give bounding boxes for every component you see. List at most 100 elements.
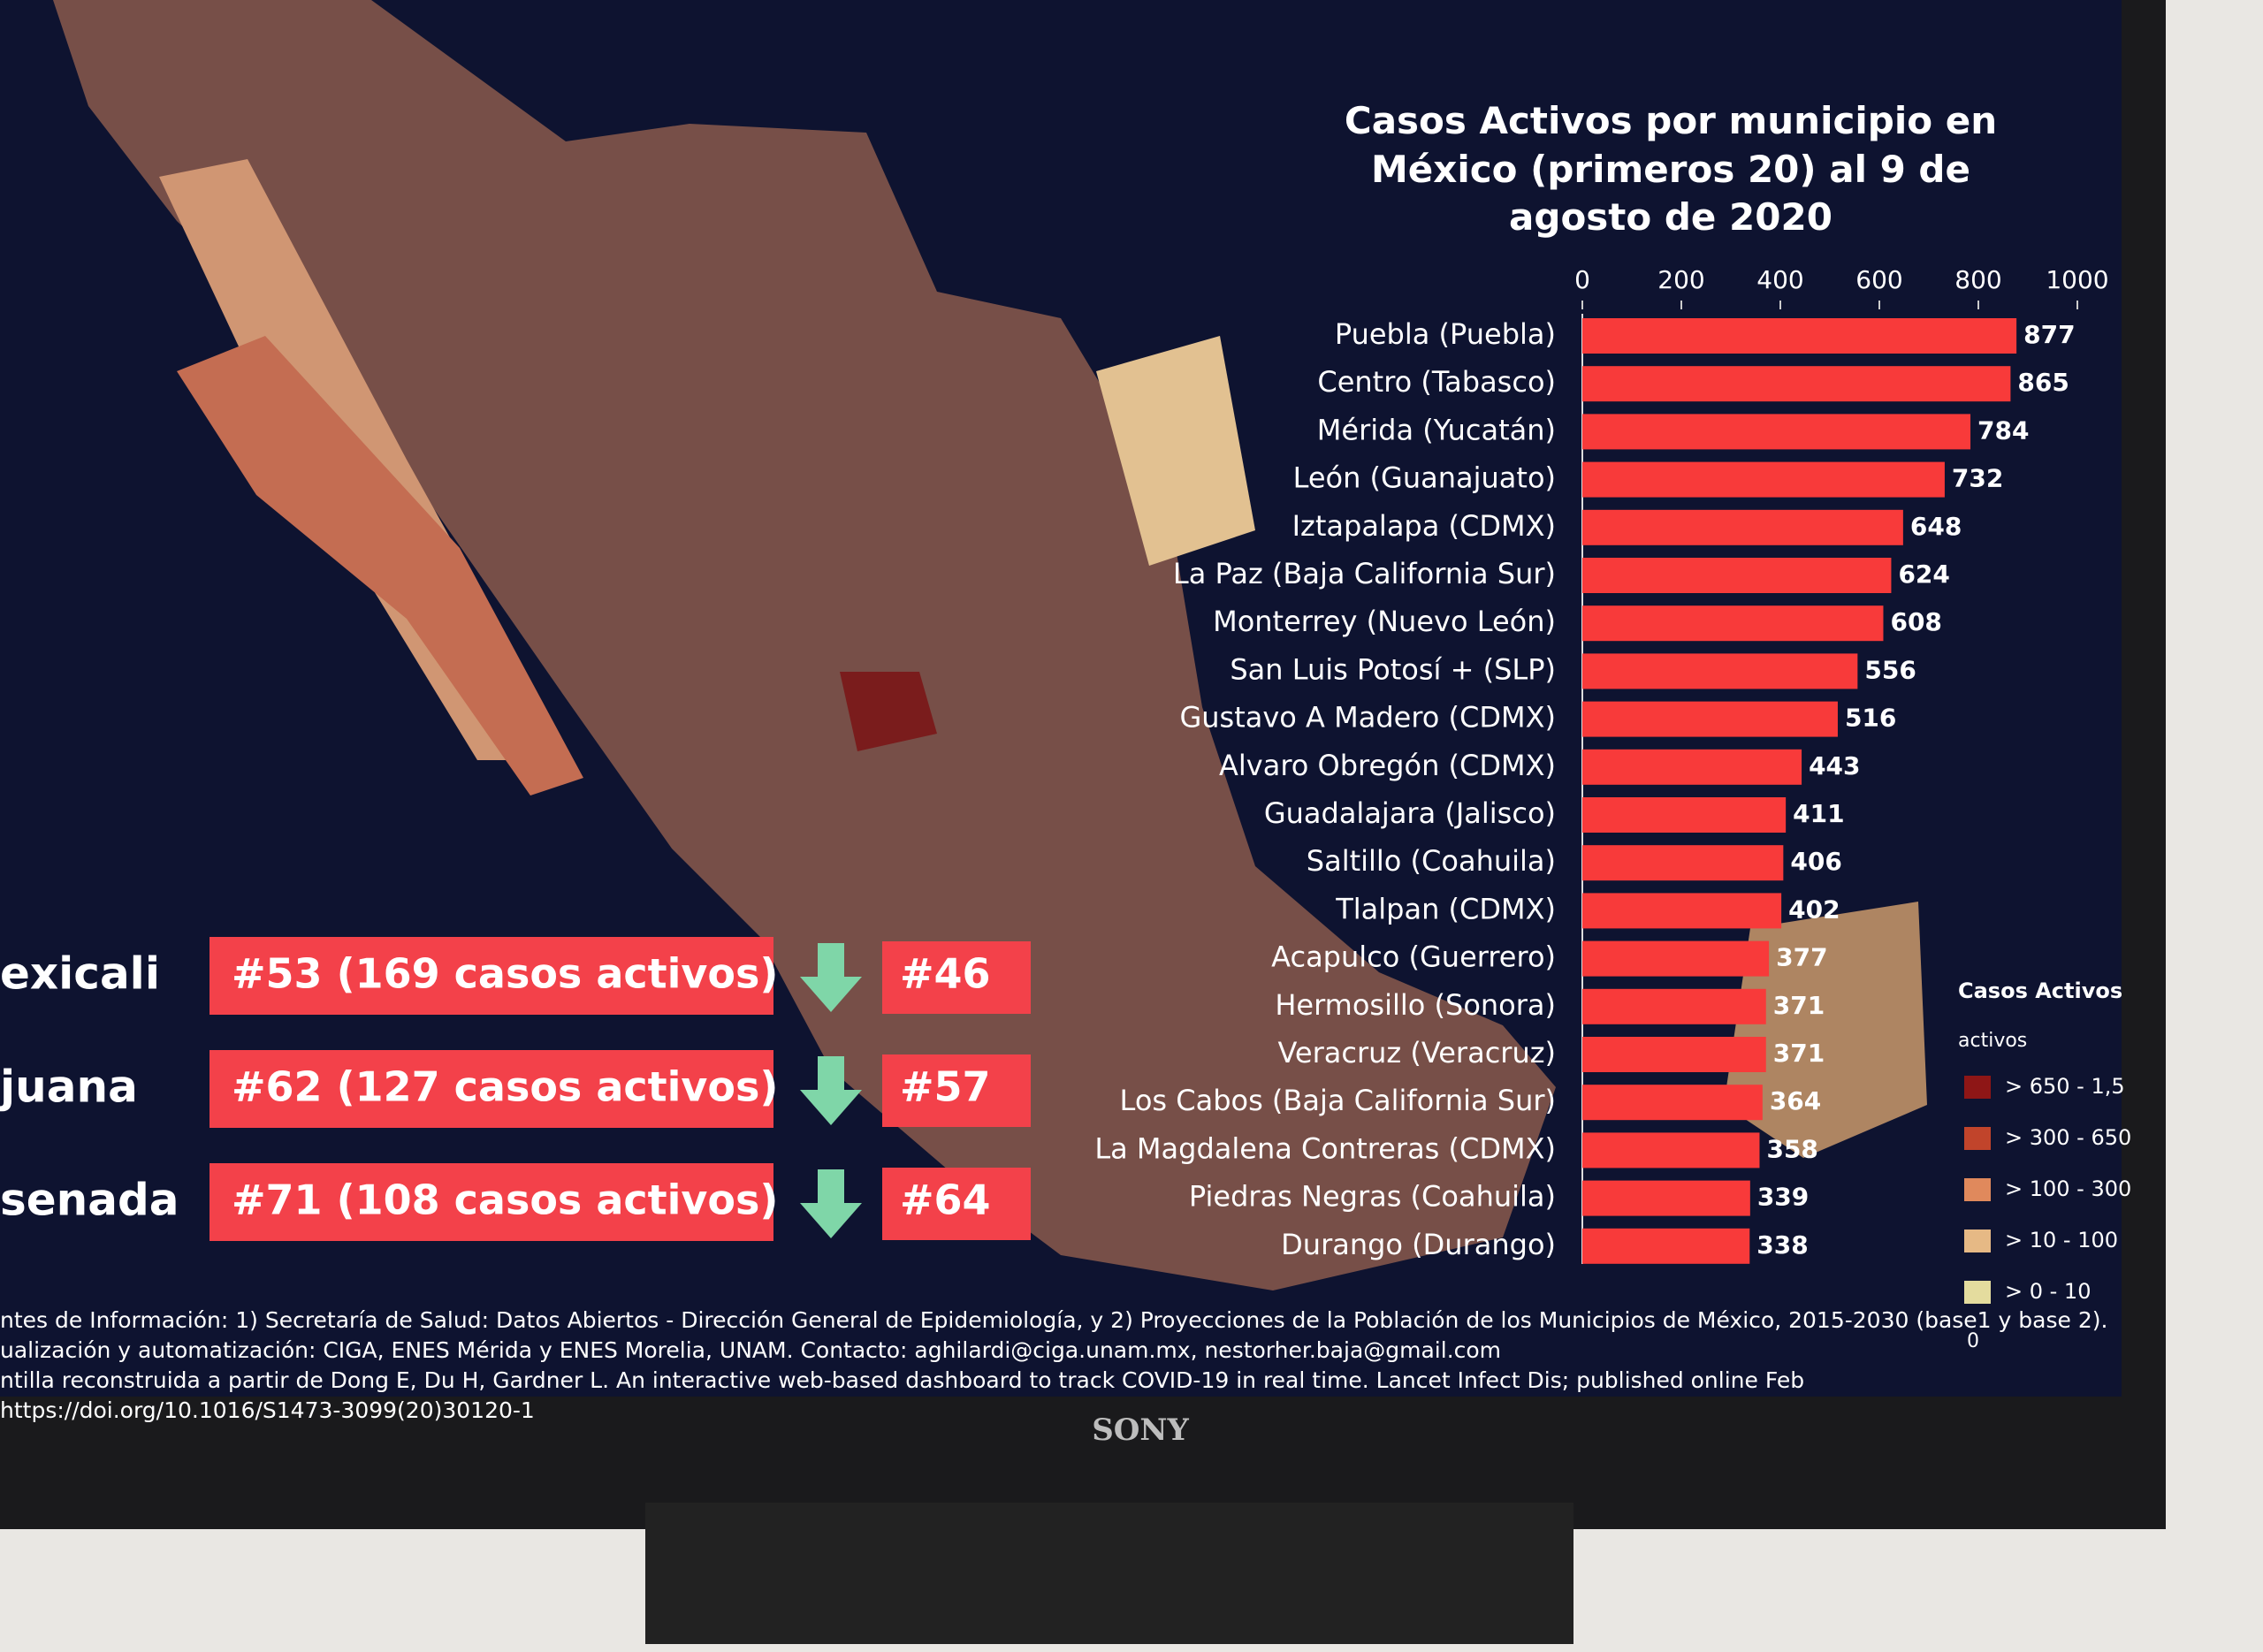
legend-label: > 10 - 100: [2005, 1228, 2118, 1252]
value-label: 402: [1788, 895, 1840, 924]
y-tick-label: Acapulco (Guerrero): [1271, 940, 1556, 974]
tv-stand: [645, 1503, 1573, 1644]
value-label: 364: [1770, 1086, 1821, 1115]
new-rank-label: #57: [900, 1063, 991, 1111]
legend-label: > 0 - 10: [2005, 1279, 2091, 1304]
arrow: [800, 943, 862, 1012]
value-label: 358: [1766, 1134, 1817, 1163]
rank-box: [210, 1163, 773, 1241]
legend-swatch: [1964, 1229, 1991, 1252]
x-tick-label: 400: [1756, 265, 1803, 294]
bar: [1582, 1037, 1766, 1072]
y-tick-label: Gustavo A Madero (CDMX): [1179, 701, 1556, 735]
y-tick-label: La Paz (Baja California Sur): [1173, 557, 1556, 590]
map-region: [53, 0, 1556, 1290]
value-label: 556: [1864, 655, 1916, 684]
place-label: senada: [0, 1175, 179, 1226]
y-tick-label: Veracruz (Veracruz): [1277, 1036, 1556, 1070]
legend-label: 0: [1967, 1330, 1979, 1352]
value-label: 406: [1790, 847, 1841, 876]
arrow: [800, 1169, 862, 1238]
legend-swatch: [1964, 1178, 1991, 1201]
place-label: juana: [0, 1062, 138, 1113]
legend-label: > 100 - 300: [2005, 1176, 2131, 1201]
map-region: [1096, 336, 1255, 566]
value-label: 377: [1776, 943, 1827, 972]
map-region: [1724, 902, 1927, 1158]
map-region: [177, 336, 583, 796]
bar: [1582, 318, 2017, 354]
bar: [1582, 1228, 1750, 1264]
y-tick-label: León (Guanajuato): [1293, 461, 1556, 495]
x-tick-label: 1000: [2046, 265, 2108, 294]
bar: [1582, 605, 1884, 642]
y-tick-label: Saltillo (Coahuila): [1307, 844, 1556, 878]
x-tick-label: 800: [1954, 265, 2001, 294]
y-tick-label: Durango (Durango): [1281, 1228, 1556, 1261]
rank-box: [882, 941, 1031, 1014]
y-tick-label: Mérida (Yucatán): [1317, 413, 1556, 446]
value-label: 339: [1757, 1183, 1809, 1212]
bar: [1582, 558, 1892, 593]
value-label: 648: [1910, 512, 1962, 541]
bar: [1582, 893, 1782, 929]
x-tick-label: 0: [1574, 265, 1590, 294]
legend-subtitle: activos: [1958, 1030, 2027, 1052]
bar: [1582, 749, 1802, 785]
legend-label: > 650 - 1,5: [2005, 1074, 2125, 1099]
chart-title: Casos Activos por municipio en México (p…: [1344, 99, 1998, 240]
footer-line: ntilla reconstruida a partir de Dong E, …: [0, 1367, 1804, 1393]
y-tick-label: Guadalajara (Jalisco): [1264, 796, 1556, 830]
map: [53, 0, 1927, 1290]
y-tick-label: Iztapalapa (CDMX): [1292, 509, 1556, 543]
y-tick-label: Piedras Negras (Coahuila): [1189, 1180, 1556, 1214]
footer-line: ualización y automatización: CIGA, ENES …: [0, 1337, 1501, 1363]
value-label: 624: [1898, 560, 1949, 589]
bar: [1582, 414, 1971, 450]
y-tick-label: Tlalpan (CDMX): [1335, 892, 1556, 925]
bar: [1582, 845, 1784, 881]
bar: [1582, 1180, 1750, 1216]
y-tick-label: San Luis Potosí + (SLP): [1230, 652, 1556, 686]
x-tick-label: 200: [1657, 265, 1704, 294]
new-rank-label: #64: [900, 1176, 991, 1224]
new-rank-label: #46: [900, 950, 991, 998]
y-tick-label: Hermosillo (Sonora): [1275, 988, 1556, 1022]
bar: [1582, 509, 1903, 545]
bar: [1582, 797, 1787, 833]
y-tick-label: Centro (Tabasco): [1317, 365, 1556, 399]
x-tick-label: 600: [1855, 265, 1902, 294]
legend-title: Casos Activos: [1958, 978, 2122, 1003]
value-label: 371: [1773, 991, 1825, 1020]
rank-box: [882, 1054, 1031, 1127]
rank-box: [210, 1050, 773, 1128]
y-tick-label: Puebla (Puebla): [1335, 317, 1556, 351]
bar: [1582, 461, 1945, 498]
bar: [1582, 701, 1838, 737]
value-label: 371: [1773, 1039, 1825, 1068]
map-region: [840, 672, 937, 751]
place-label: exicali: [0, 948, 160, 1000]
value-label: 443: [1809, 751, 1860, 780]
legend-swatch: [1964, 1076, 1991, 1099]
value-label: 732: [1952, 464, 2003, 493]
bar: [1582, 366, 2011, 402]
legend-label: > 300 - 650: [2005, 1125, 2131, 1150]
value-label: 516: [1845, 704, 1896, 733]
rank-label: #62 (127 casos activos): [232, 1063, 778, 1111]
bar: [1582, 988, 1766, 1024]
rank-box: [882, 1168, 1031, 1240]
y-tick-label: Los Cabos (Baja California Sur): [1120, 1084, 1556, 1117]
value-label: 865: [2017, 368, 2069, 397]
bar: [1582, 940, 1770, 977]
value-label: 784: [1977, 415, 2029, 445]
bar: [1582, 653, 1858, 689]
value-label: 338: [1756, 1230, 1808, 1260]
legend-swatch: [1964, 1127, 1991, 1150]
y-tick-label: Alvaro Obregón (CDMX): [1219, 749, 1556, 782]
footer-line: ntes de Información: 1) Secretaría de Sa…: [0, 1307, 2107, 1333]
legend-swatch: [1964, 1281, 1991, 1304]
footer-line: https://doi.org/10.1016/S1473-3099(20)30…: [0, 1397, 535, 1423]
